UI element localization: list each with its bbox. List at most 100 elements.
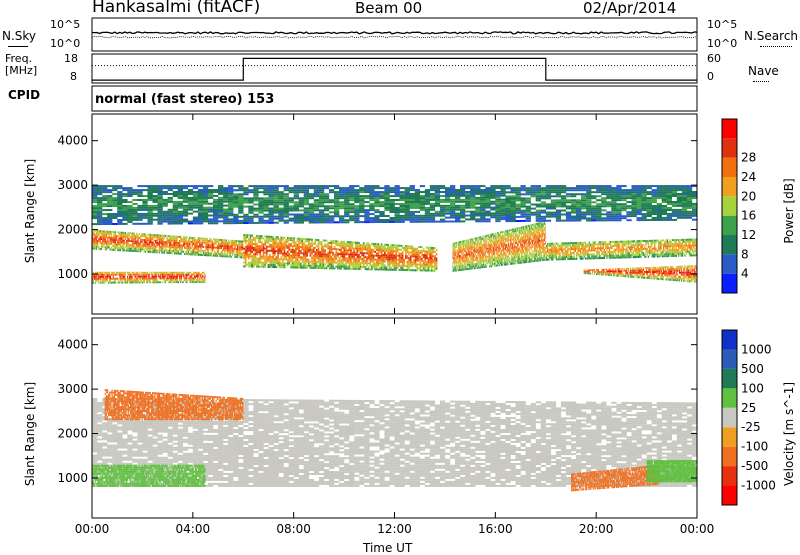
heatmap-cell [101,242,102,244]
heatmap-cell [129,238,130,240]
heatmap-cell [241,246,242,248]
heatmap-cell [407,255,409,257]
heatmap-cell [113,272,114,274]
heatmap-cell [515,250,516,252]
heatmap-cell [379,263,381,265]
heatmap-cell [434,251,436,253]
heatmap-cell [529,253,530,255]
heatmap-cell [502,245,503,247]
heatmap-cell [577,244,578,246]
heatmap-cell [203,240,204,242]
heatmap-cell [141,233,142,235]
heatmap-cell [463,243,464,245]
heatmap-cell [295,252,297,254]
heatmap-cell [324,244,326,246]
heatmap-cell [468,260,469,262]
heatmap-cell [542,234,543,236]
heatmap-cell [135,276,136,278]
heatmap-cell [526,247,527,249]
heatmap-cell [480,257,481,259]
heatmap-cell [281,250,283,252]
heatmap-cell [395,265,397,267]
heatmap-cell [228,244,229,246]
heatmap-cell [515,258,516,260]
heatmap-cell [100,274,101,276]
heatmap-cell [410,247,412,249]
heatmap-cell [100,236,101,238]
heatmap-cell [536,245,537,247]
heatmap-cell [203,272,204,274]
heatmap-cell [493,263,494,265]
heatmap-cell [306,259,308,261]
heatmap-cell [484,258,485,260]
heatmap-cell [170,237,171,239]
heatmap-cell [144,241,145,243]
heatmap-cell [503,262,504,264]
heatmap-cell [300,265,302,267]
heatmap-cell [361,254,363,256]
heatmap-cell [534,254,535,256]
heatmap-cell [216,239,217,241]
heatmap-cell [172,279,173,281]
heatmap-cell [550,249,551,251]
heatmap-cell [528,231,529,233]
heatmap-cell [271,266,273,268]
heatmap-cell [101,234,102,236]
heatmap-cell [541,232,542,234]
heatmap-cell [180,276,181,278]
heatmap-cell [523,252,524,254]
heatmap-cell [102,282,103,284]
heatmap-cell [483,250,484,252]
heatmap-cell [345,268,347,270]
heatmap-cell [526,247,527,249]
heatmap-cell [111,247,112,249]
heatmap-cell [344,243,346,245]
heatmap-cell [284,266,286,268]
heatmap-cell [167,279,168,281]
heatmap-cell [266,256,268,258]
heatmap-cell [290,257,292,259]
heatmap-cell [242,254,243,256]
heatmap-cell [329,248,331,250]
heatmap-cell [416,254,418,256]
heatmap-cell [501,258,502,260]
heatmap-cell [460,267,461,269]
heatmap-cell [523,256,524,258]
heatmap-cell [526,233,527,235]
heatmap-cell [529,227,530,229]
heatmap-cell [305,257,307,259]
heatmap-cell [279,246,281,248]
heatmap-cell [132,242,133,244]
heatmap-cell [187,245,188,247]
heatmap-cell [103,276,104,278]
heatmap-cell [282,239,284,241]
heatmap-cell [256,245,258,247]
heatmap-cell [355,268,357,270]
heatmap-cell [95,240,96,242]
heatmap-cell [174,274,175,276]
heatmap-cell [173,248,174,250]
heatmap-cell [423,250,425,252]
heatmap-cell [232,244,233,246]
heatmap-cell [392,257,394,259]
heatmap-cell [478,241,479,243]
heatmap-cell [155,240,156,242]
heatmap-cell [499,260,500,262]
heatmap-cell [161,249,162,251]
heatmap-cell [526,235,527,237]
heatmap-cell [105,280,106,282]
heatmap-cell [131,278,132,280]
heatmap-cell [505,230,506,232]
heatmap-cell [232,250,233,252]
heatmap-cell [314,255,316,257]
heatmap-cell [98,230,99,232]
heatmap-cell [293,241,295,243]
heatmap-cell [533,236,534,238]
heatmap-cell [376,261,378,263]
heatmap-cell [285,247,287,249]
heatmap-cell [111,231,112,233]
heatmap-cell [182,251,183,253]
heatmap-cell [146,276,147,278]
heatmap-cell [489,256,490,258]
heatmap-cell [199,281,200,283]
